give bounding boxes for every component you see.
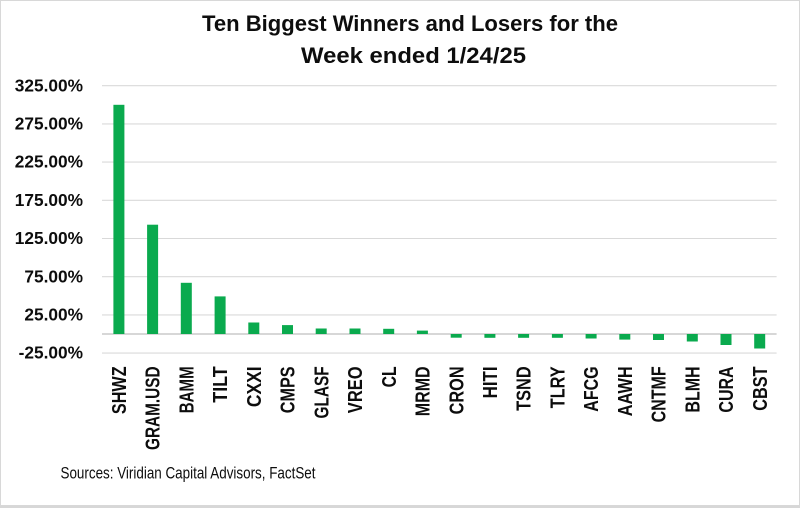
svg-text:CNTMF: CNTMF bbox=[648, 366, 671, 422]
svg-text:CBST: CBST bbox=[749, 366, 772, 411]
svg-text:125.00%: 125.00% bbox=[15, 228, 83, 248]
svg-text:225.00%: 225.00% bbox=[15, 152, 83, 172]
svg-text:VREO: VREO bbox=[344, 366, 367, 413]
svg-text:75.00%: 75.00% bbox=[24, 266, 83, 286]
svg-text:CL: CL bbox=[378, 366, 401, 387]
svg-text:175.00%: 175.00% bbox=[15, 190, 83, 210]
svg-text:CRON: CRON bbox=[445, 366, 468, 414]
svg-text:BLMH: BLMH bbox=[681, 366, 704, 412]
svg-text:25.00%: 25.00% bbox=[24, 305, 83, 325]
svg-text:TILT: TILT bbox=[209, 366, 232, 403]
svg-text:SHWZ: SHWZ bbox=[108, 366, 131, 414]
svg-text:TSND: TSND bbox=[513, 366, 536, 410]
svg-text:AAWH: AAWH bbox=[614, 366, 637, 416]
svg-text:HITI: HITI bbox=[479, 366, 502, 398]
svg-text:-25.00%: -25.00% bbox=[19, 343, 83, 363]
svg-text:CURA: CURA bbox=[715, 366, 738, 412]
svg-text:325.00%: 325.00% bbox=[15, 75, 83, 95]
svg-text:GLASF: GLASF bbox=[310, 366, 333, 418]
svg-text:CMPS: CMPS bbox=[277, 366, 300, 413]
svg-text:GRAM.USD: GRAM.USD bbox=[142, 366, 165, 450]
svg-text:TLRY: TLRY bbox=[547, 366, 570, 408]
svg-text:275.00%: 275.00% bbox=[15, 114, 83, 134]
svg-text:AFCG: AFCG bbox=[580, 366, 603, 411]
svg-text:BAMM: BAMM bbox=[175, 366, 198, 413]
svg-text:Sources: Viridian Capital Advi: Sources: Viridian Capital Advisors, Fact… bbox=[61, 465, 316, 483]
svg-text:MRMD: MRMD bbox=[412, 366, 435, 416]
svg-text:Week ended 1/24/25: Week ended 1/24/25 bbox=[301, 43, 526, 68]
svg-text:Ten Biggest Winners and Losers: Ten Biggest Winners and Losers for the bbox=[202, 11, 618, 36]
svg-text:CXXI: CXXI bbox=[243, 366, 266, 407]
